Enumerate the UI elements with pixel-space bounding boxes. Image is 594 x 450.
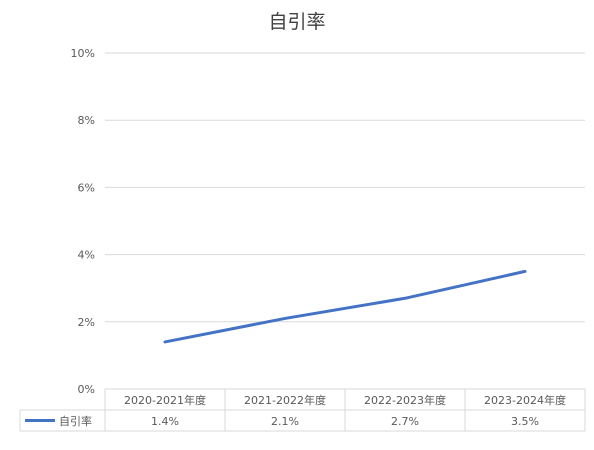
y-tick-label: 6% bbox=[78, 181, 95, 194]
data-value-label: 3.5% bbox=[511, 415, 539, 428]
category-label: 2023-2024年度 bbox=[484, 393, 566, 407]
category-label: 2020-2021年度 bbox=[124, 393, 206, 407]
y-tick-label: 2% bbox=[78, 316, 95, 329]
y-tick-label: 0% bbox=[78, 383, 95, 396]
legend-series-name: 自引率 bbox=[59, 414, 92, 428]
series-lines bbox=[163, 269, 527, 344]
data-value-label: 2.1% bbox=[271, 415, 299, 428]
gridlines bbox=[105, 52, 585, 390]
data-value-label: 2.7% bbox=[391, 415, 419, 428]
data-value-label: 1.4% bbox=[151, 415, 179, 428]
y-axis-tick-labels: 0% 2% 4% 6% 8% 10% bbox=[71, 47, 95, 396]
y-tick-label: 10% bbox=[71, 47, 95, 60]
y-tick-label: 4% bbox=[78, 249, 95, 262]
y-tick-label: 8% bbox=[78, 114, 95, 127]
category-label: 2022-2023年度 bbox=[364, 393, 446, 407]
data-table: 2020-2021年度 2021-2022年度 2022-2023年度 2023-20… bbox=[19, 389, 586, 432]
chart-title: 自引率 bbox=[268, 11, 325, 33]
series-line bbox=[163, 269, 527, 344]
category-label: 2021-2022年度 bbox=[244, 393, 326, 407]
